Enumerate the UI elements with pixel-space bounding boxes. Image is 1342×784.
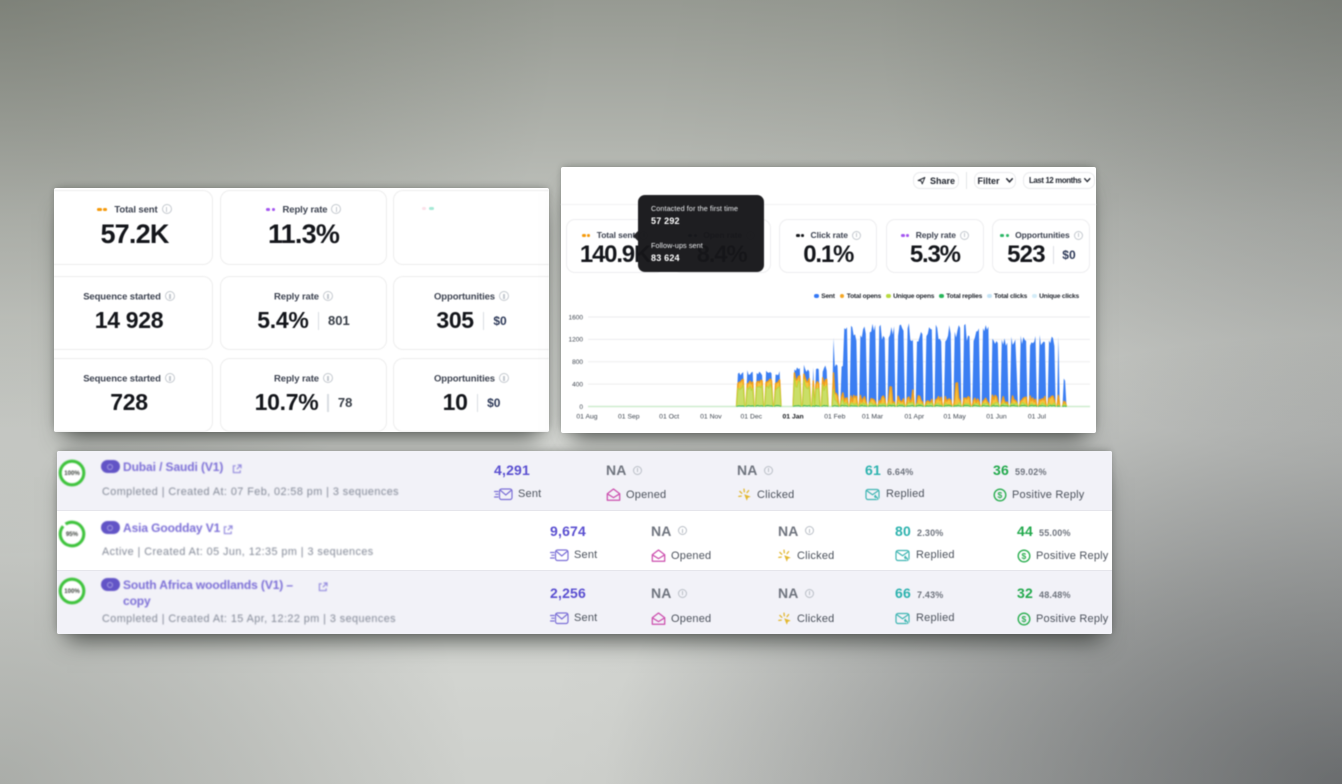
svg-text:1600: 1600 [569, 314, 584, 321]
svg-text:1200: 1200 [569, 337, 584, 344]
svg-text:400: 400 [572, 381, 583, 388]
svg-text:01 Aug: 01 Aug [576, 414, 597, 421]
svg-text:01 Nov: 01 Nov [700, 414, 722, 421]
svg-text:01 Oct: 01 Oct [659, 414, 679, 421]
svg-text:0: 0 [579, 404, 583, 411]
svg-text:100%: 100% [64, 470, 80, 477]
svg-text:$: $ [998, 490, 1003, 500]
svg-text:01 Jul: 01 Jul [1028, 414, 1047, 421]
svg-text:95%: 95% [66, 531, 79, 538]
svg-text:01 Jun: 01 Jun [986, 414, 1007, 421]
svg-text:01 Jan: 01 Jan [783, 414, 804, 421]
svg-text:01 Apr: 01 Apr [904, 414, 924, 421]
svg-text:01 Sep: 01 Sep [618, 414, 640, 421]
svg-text:01 Feb: 01 Feb [824, 414, 845, 421]
svg-text:$: $ [1022, 551, 1027, 561]
svg-text:01 Dec: 01 Dec [741, 414, 763, 421]
svg-text:800: 800 [572, 359, 583, 366]
svg-text:01 May: 01 May [944, 414, 967, 421]
svg-text:01 Mar: 01 Mar [862, 414, 884, 421]
svg-text:$: $ [1022, 614, 1027, 624]
svg-text:100%: 100% [64, 588, 80, 595]
